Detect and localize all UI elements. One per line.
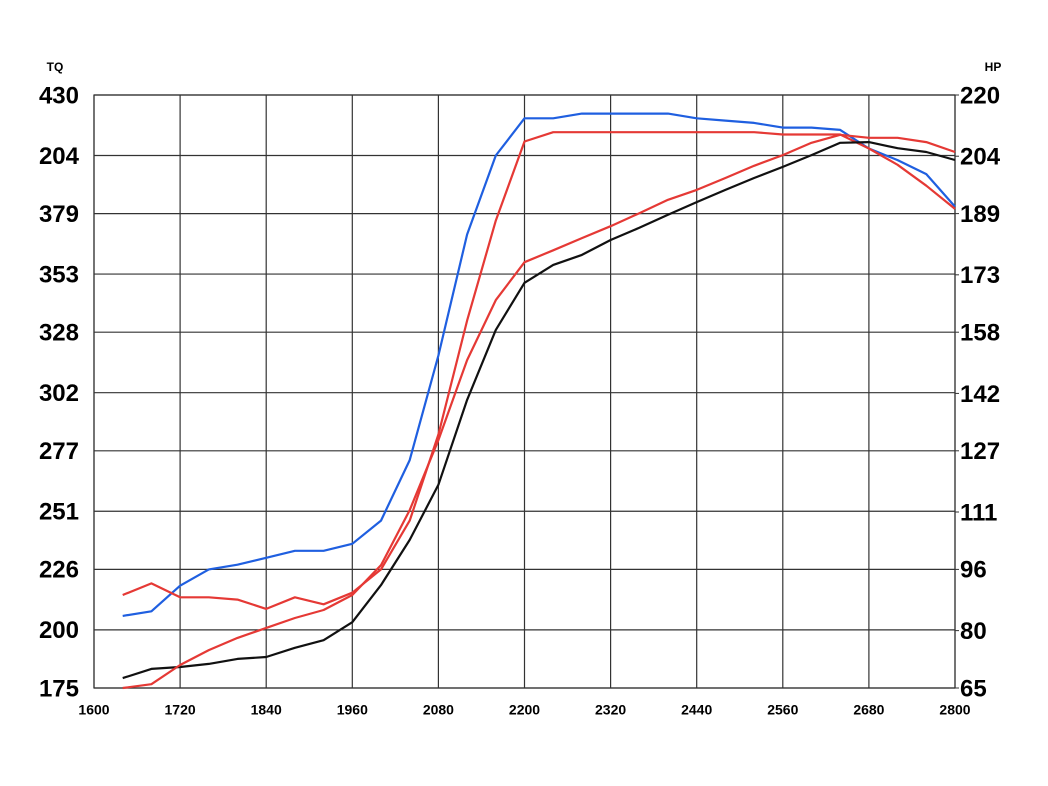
x-tick-label: 2680 [853,702,884,718]
y2-tick-label: 142 [960,381,1000,408]
x-tick-label: 2320 [595,702,626,718]
y-tick-label: 302 [39,380,79,407]
y-tick-label: 353 [39,261,79,288]
y-tick-label: 200 [39,617,79,644]
y-tick-label: 277 [39,438,79,465]
data-line [122,131,956,610]
y-tick-label: 430 [39,82,79,109]
y2-tick-label: 80 [960,618,987,645]
y2-tick-label: 96 [960,557,987,584]
x-tick-label: 2200 [509,702,540,718]
y2-axis-label: HP [985,60,1002,74]
x-tick-label: 1840 [251,702,282,718]
y2-tick-label: 65 [960,675,987,702]
y2-tick-label: 204 [960,144,1001,171]
y-tick-label: 204 [39,143,80,170]
y2-tick-label: 220 [960,82,1000,109]
data-line [122,112,956,617]
y-tick-label: 226 [39,557,79,584]
y-axis-label: TQ [47,60,64,74]
x-tick-label: 1960 [337,702,368,718]
y-tick-label: 328 [39,320,79,347]
x-tick-label: 2080 [423,702,454,718]
x-tick-label: 2440 [681,702,712,718]
y2-tick-label: 189 [960,201,1000,228]
y2-tick-label: 111 [960,499,997,526]
x-tick-label: 1720 [165,702,196,718]
x-tick-label: 1600 [78,702,109,718]
x-tick-label: 2560 [767,702,798,718]
data-line [122,133,956,690]
x-tick-label: 2800 [939,702,970,718]
y2-tick-label: 158 [960,320,1000,347]
y2-tick-label: 173 [960,262,1000,289]
y2-tick-label: 127 [960,438,1000,465]
y-tick-label: 251 [39,499,79,526]
y-tick-label: 379 [39,201,79,228]
data-line [122,141,956,680]
y-tick-label: 175 [39,675,79,702]
